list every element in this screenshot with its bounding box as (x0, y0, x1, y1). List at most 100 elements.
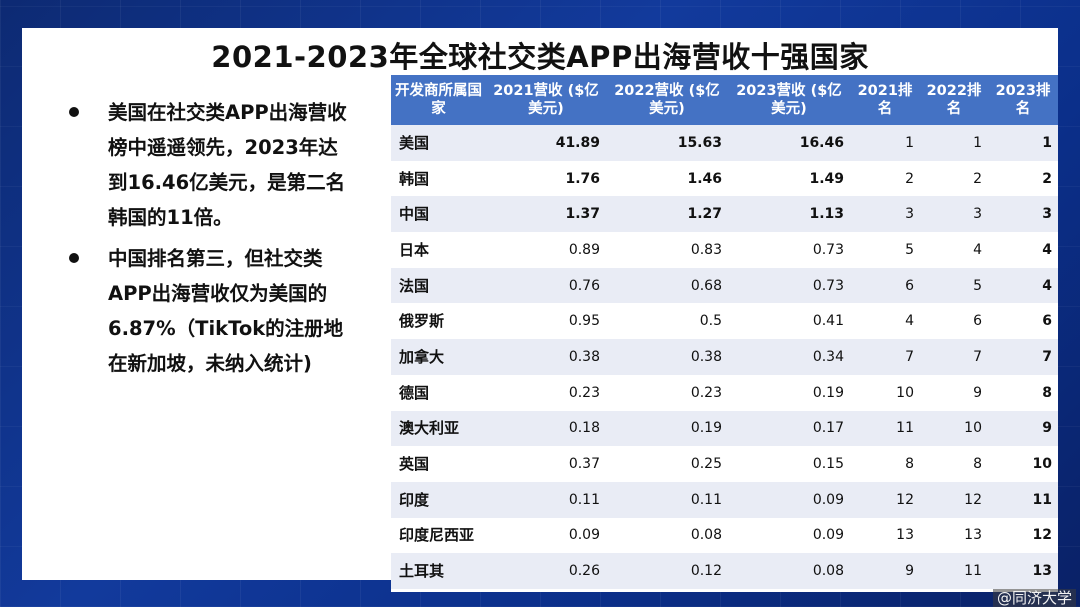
cell-country: 印度 (391, 481, 486, 518)
cell-2021-revenue: 0.18 (486, 410, 606, 447)
revenue-table: 开发商所属国家 2021营收 ($亿美元) 2022营收 ($亿美元) 2023… (391, 75, 1058, 589)
cell-2021-revenue: 0.37 (486, 446, 606, 482)
cell-2022-revenue: 1.46 (606, 160, 728, 197)
table-row: 德国 0.23 0.23 0.19 10 9 8 (391, 374, 1058, 411)
cell-2023-rank: 4 (988, 232, 1058, 268)
cell-2021-rank: 10 (850, 374, 920, 411)
table-row: 法国 0.76 0.68 0.73 6 5 4 (391, 267, 1058, 304)
cell-2021-revenue: 0.11 (486, 481, 606, 518)
table-body: 美国 41.89 15.63 16.46 1 1 1 韩国 1.76 1.46 1.49 2 2 2 中国 1… (391, 125, 1058, 589)
cell-2023-revenue: 0.08 (728, 553, 850, 589)
cell-2023-rank: 9 (988, 410, 1058, 447)
cell-country: 英国 (391, 446, 486, 482)
cell-2021-rank: 5 (850, 232, 920, 268)
cell-2022-rank: 1 (920, 125, 988, 161)
cell-2023-rank: 8 (988, 374, 1058, 411)
cell-2023-revenue: 0.09 (728, 517, 850, 554)
cell-2023-rank: 1 (988, 125, 1058, 161)
watermark: @同济大学 (992, 589, 1076, 607)
cell-2022-revenue: 0.08 (606, 517, 728, 554)
cell-country: 土耳其 (391, 553, 486, 589)
table-row: 中国 1.37 1.27 1.13 3 3 3 (391, 196, 1058, 233)
revenue-table-container: 开发商所属国家 2021营收 ($亿美元) 2022营收 ($亿美元) 2023… (391, 75, 1058, 592)
cell-2021-revenue: 1.37 (486, 196, 606, 233)
cell-2021-rank: 9 (850, 553, 920, 589)
cell-2022-revenue: 0.12 (606, 553, 728, 589)
cell-2021-revenue: 0.38 (486, 339, 606, 375)
cell-2023-revenue: 0.15 (728, 446, 850, 482)
cell-2023-rank: 12 (988, 517, 1058, 554)
cell-2021-revenue: 0.95 (486, 303, 606, 340)
cell-2022-revenue: 0.83 (606, 232, 728, 268)
cell-country: 加拿大 (391, 339, 486, 375)
cell-2022-revenue: 0.11 (606, 481, 728, 518)
table-row: 土耳其 0.26 0.12 0.08 9 11 13 (391, 553, 1058, 589)
bullet-dot-icon (69, 107, 79, 117)
table-header-row: 开发商所属国家 2021营收 ($亿美元) 2022营收 ($亿美元) 2023… (391, 75, 1058, 125)
cell-2021-rank: 3 (850, 196, 920, 233)
bullet-text: 中国排名第三，但社交类APP出海营收仅为美国的6.87%（TikTok的注册地在… (108, 247, 344, 375)
cell-country: 澳大利亚 (391, 410, 486, 447)
cell-2021-revenue: 0.23 (486, 374, 606, 411)
header-2022-revenue: 2022营收 ($亿美元) (606, 75, 728, 125)
cell-2023-revenue: 16.46 (728, 125, 850, 161)
cell-2021-rank: 6 (850, 267, 920, 304)
cell-country: 美国 (391, 125, 486, 161)
cell-2023-revenue: 1.49 (728, 160, 850, 197)
table-row: 日本 0.89 0.83 0.73 5 4 4 (391, 232, 1058, 268)
table-row: 加拿大 0.38 0.38 0.34 7 7 7 (391, 339, 1058, 375)
table-row: 美国 41.89 15.63 16.46 1 1 1 (391, 125, 1058, 161)
table-row: 印度 0.11 0.11 0.09 12 12 11 (391, 481, 1058, 518)
cell-2022-revenue: 0.68 (606, 267, 728, 304)
cell-2022-revenue: 0.23 (606, 374, 728, 411)
cell-2023-revenue: 0.17 (728, 410, 850, 447)
header-2021-rank: 2021排名 (850, 75, 920, 125)
cell-2023-rank: 7 (988, 339, 1058, 375)
cell-2022-rank: 6 (920, 303, 988, 340)
cell-2021-rank: 11 (850, 410, 920, 447)
cell-2022-revenue: 1.27 (606, 196, 728, 233)
cell-2022-rank: 2 (920, 160, 988, 197)
header-2023-rank: 2023排名 (988, 75, 1058, 125)
cell-country: 俄罗斯 (391, 303, 486, 340)
cell-2021-revenue: 1.76 (486, 160, 606, 197)
cell-2022-revenue: 0.38 (606, 339, 728, 375)
cell-2022-revenue: 0.25 (606, 446, 728, 482)
slide-title: 2021-2023年全球社交类APP出海营收十强国家 (211, 40, 869, 74)
cell-2023-revenue: 0.41 (728, 303, 850, 340)
cell-2022-rank: 10 (920, 410, 988, 447)
cell-2021-revenue: 0.09 (486, 517, 606, 554)
cell-2022-rank: 9 (920, 374, 988, 411)
cell-2022-rank: 11 (920, 553, 988, 589)
cell-2023-rank: 11 (988, 481, 1058, 518)
cell-2021-rank: 7 (850, 339, 920, 375)
cell-2021-rank: 12 (850, 481, 920, 518)
cell-2023-rank: 10 (988, 446, 1058, 482)
header-2022-rank: 2022排名 (920, 75, 988, 125)
cell-2022-revenue: 15.63 (606, 125, 728, 161)
cell-2022-rank: 13 (920, 517, 988, 554)
cell-2023-revenue: 0.34 (728, 339, 850, 375)
bullet-item: 美国在社交类APP出海营收榜中遥遥领先，2023年达到16.46亿美元，是第二名… (62, 95, 352, 235)
bullet-text: 美国在社交类APP出海营收榜中遥遥领先，2023年达到16.46亿美元，是第二名… (108, 101, 347, 229)
bullet-list: 美国在社交类APP出海营收榜中遥遥领先，2023年达到16.46亿美元，是第二名… (62, 95, 352, 387)
table-row: 俄罗斯 0.95 0.5 0.41 4 6 6 (391, 303, 1058, 340)
cell-2023-revenue: 0.19 (728, 374, 850, 411)
cell-2021-rank: 1 (850, 125, 920, 161)
cell-country: 法国 (391, 267, 486, 304)
cell-2022-revenue: 0.5 (606, 303, 728, 340)
cell-2021-revenue: 0.76 (486, 267, 606, 304)
cell-2023-rank: 6 (988, 303, 1058, 340)
cell-2022-rank: 12 (920, 481, 988, 518)
cell-2021-revenue: 41.89 (486, 125, 606, 161)
cell-2023-rank: 2 (988, 160, 1058, 197)
table-row: 印度尼西亚 0.09 0.08 0.09 13 13 12 (391, 517, 1058, 554)
cell-2021-rank: 8 (850, 446, 920, 482)
cell-2022-rank: 3 (920, 196, 988, 233)
cell-2022-rank: 5 (920, 267, 988, 304)
cell-2021-revenue: 0.26 (486, 553, 606, 589)
cell-2023-revenue: 0.09 (728, 481, 850, 518)
cell-2021-rank: 2 (850, 160, 920, 197)
cell-2022-rank: 4 (920, 232, 988, 268)
table-row: 英国 0.37 0.25 0.15 8 8 10 (391, 446, 1058, 482)
